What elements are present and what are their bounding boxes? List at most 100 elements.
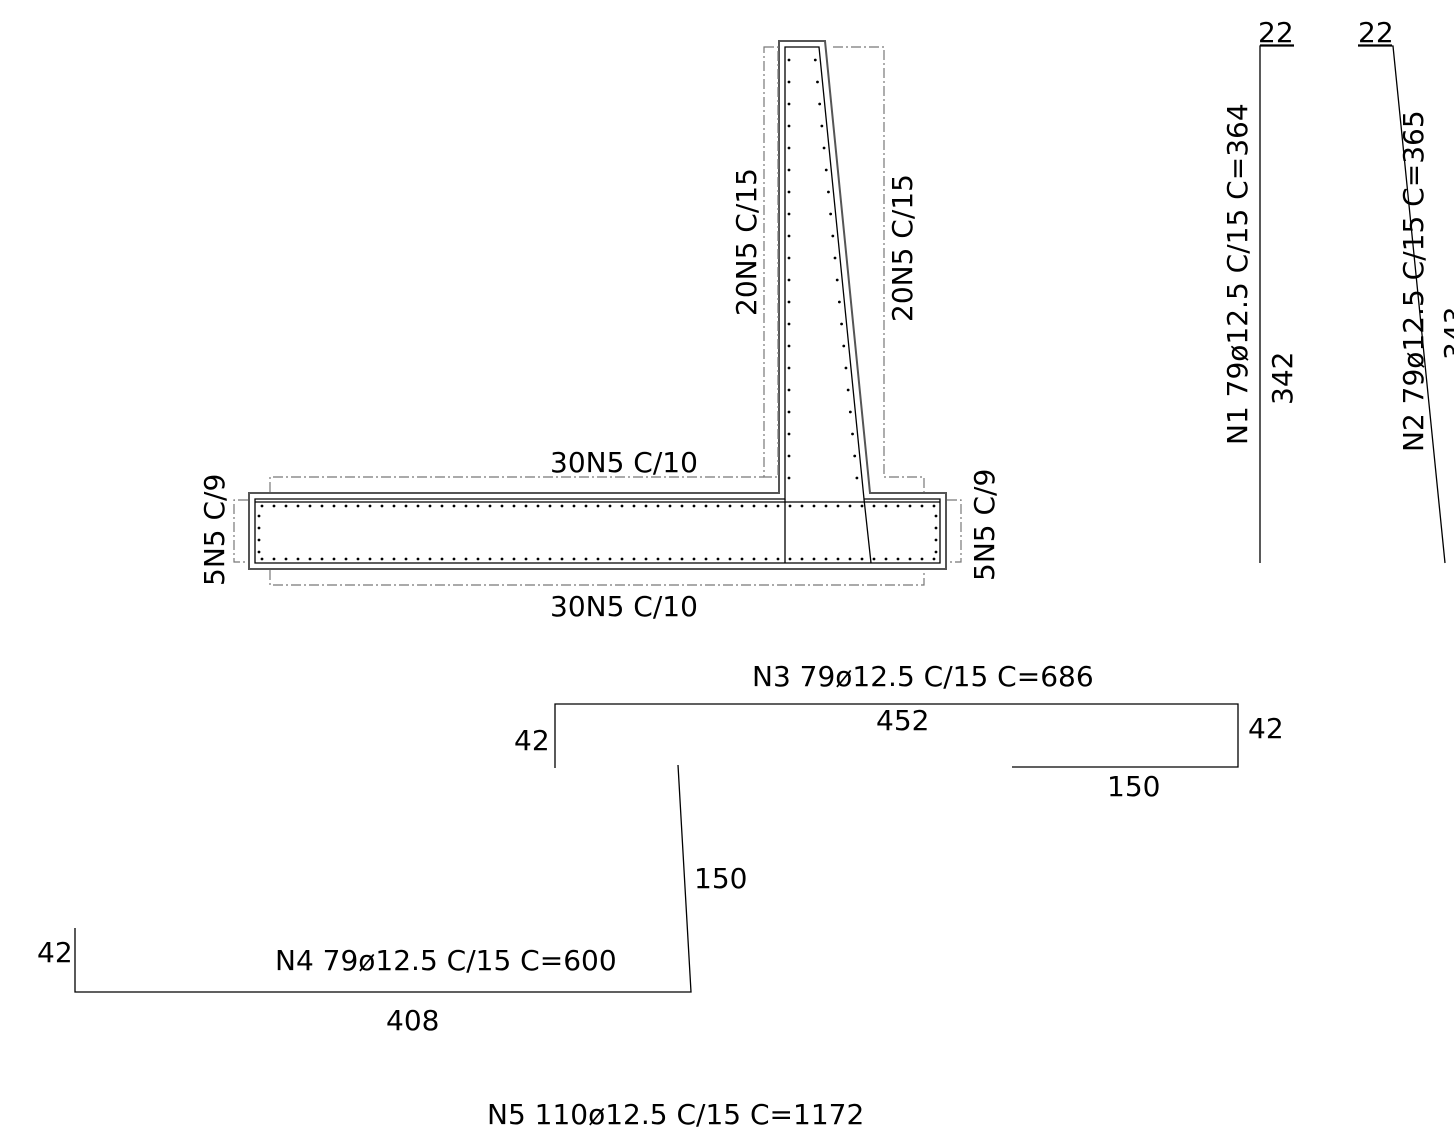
label-stem-left: 20N5 C/15 (730, 168, 763, 316)
rebar-dot (740, 557, 744, 561)
rebar-dot (368, 557, 372, 561)
rebar-dot (853, 454, 857, 458)
rebar-dot (572, 557, 576, 561)
rebar-dot (920, 504, 924, 508)
rebar-dot (787, 256, 791, 260)
rebar-dot (512, 504, 516, 508)
rebar-dot (752, 557, 756, 561)
bar-n3-shape (554, 703, 1239, 768)
rebar-dot (920, 557, 924, 561)
rebar-dot (632, 557, 636, 561)
rebar-dot (824, 504, 828, 508)
rebar-dot (704, 504, 708, 508)
rebar-dot (692, 504, 696, 508)
rebar-dot (812, 504, 816, 508)
rebar-dot (284, 557, 288, 561)
zone-base-top (269, 476, 764, 492)
zone-base-bottom (269, 570, 925, 586)
rebar-dot (820, 124, 824, 128)
rebar-dot (848, 557, 852, 561)
rebar-dot (272, 557, 276, 561)
rebar-dot (620, 504, 624, 508)
rebar-dot (392, 504, 396, 508)
bar-n1-length: 342 (1266, 352, 1299, 405)
rebar-dot (608, 557, 612, 561)
rebar-dot (860, 504, 864, 508)
rebar-dot (836, 557, 840, 561)
rebar-dot (620, 557, 624, 561)
bar-n3-label: N3 79ø12.5 C/15 C=686 (752, 660, 1094, 693)
rebar-dot (440, 504, 444, 508)
rebar-dot (818, 102, 822, 106)
rebar-dot (680, 557, 684, 561)
rebar-dot (560, 504, 564, 508)
bar-n1: 22 N1 79ø12.5 C/15 C=364 342 (1221, 16, 1299, 563)
rebar-dot (596, 504, 600, 508)
rebar-dot (855, 476, 859, 480)
label-base-right: 5N5 C/9 (968, 469, 1001, 581)
rebar-dot (356, 557, 360, 561)
rebar-dot (787, 300, 791, 304)
rebar-dot (524, 504, 528, 508)
distribution-bar-dots (257, 58, 938, 561)
concrete-outline-inner (254, 46, 941, 564)
bar-n2: 22 N2 79ø12.5 C/15 C=365 343 (1358, 16, 1454, 564)
bar-n1-shape (1259, 45, 1294, 563)
rebar-dot (512, 557, 516, 561)
rebar-dot (260, 557, 264, 561)
bar-n3-left-leg: 42 (514, 724, 550, 757)
rebar-dot (934, 538, 938, 542)
rebar-dot (837, 300, 841, 304)
rebar-dot (787, 278, 791, 282)
rebar-dot (464, 557, 468, 561)
rebar-dot (716, 557, 720, 561)
rebar-dot (824, 557, 828, 561)
rebar-dot (728, 504, 732, 508)
rebar-dot (787, 124, 791, 128)
rebar-dot (380, 557, 384, 561)
rebar-dot (846, 388, 850, 392)
rebar-dot (296, 557, 300, 561)
rebar-dot (596, 557, 600, 561)
rebar-dot (272, 504, 276, 508)
rebar-dot (416, 504, 420, 508)
rebar-dot (831, 234, 835, 238)
rebar-dot (656, 557, 660, 561)
label-base-left: 5N5 C/9 (198, 474, 231, 586)
bar-n3: N3 79ø12.5 C/15 C=686 452 42 42 150 (514, 660, 1284, 803)
rebar-dot (788, 504, 792, 508)
bar-n4-hook: 42 (37, 936, 73, 969)
rebar-dot (644, 504, 648, 508)
rebar-dot (584, 504, 588, 508)
rebar-dot (764, 504, 768, 508)
rebar-dot (787, 58, 791, 62)
rebar-dot (536, 557, 540, 561)
rebar-dot (260, 504, 264, 508)
rebar-dot (692, 557, 696, 561)
rebar-dot (548, 504, 552, 508)
bar-n4: N4 79ø12.5 C/15 C=600 42 408 150 (37, 764, 747, 1037)
rebar-dot (257, 538, 261, 542)
rebar-dot (452, 504, 456, 508)
concrete-outline-outer (248, 40, 947, 570)
rebar-dot (844, 366, 848, 370)
rebar-dot (787, 234, 791, 238)
rebar-dot (884, 504, 888, 508)
rebar-dot (787, 410, 791, 414)
rebar-dot (332, 504, 336, 508)
label-base-bottom: 30N5 C/10 (550, 590, 698, 623)
rebar-dot (632, 504, 636, 508)
rebar-dot (787, 322, 791, 326)
rebar-dot (257, 526, 261, 530)
rebar-dot (488, 557, 492, 561)
stem-back-bar (863, 498, 872, 564)
rebar-dot (488, 504, 492, 508)
bar-n1-label: N1 79ø12.5 C/15 C=364 (1221, 103, 1254, 445)
rebar-dot (392, 557, 396, 561)
rebar-dot (257, 514, 261, 518)
rebar-dot (848, 504, 852, 508)
rebar-dot (644, 557, 648, 561)
rebar-dot (476, 504, 480, 508)
label-base-top: 30N5 C/10 (550, 446, 698, 479)
